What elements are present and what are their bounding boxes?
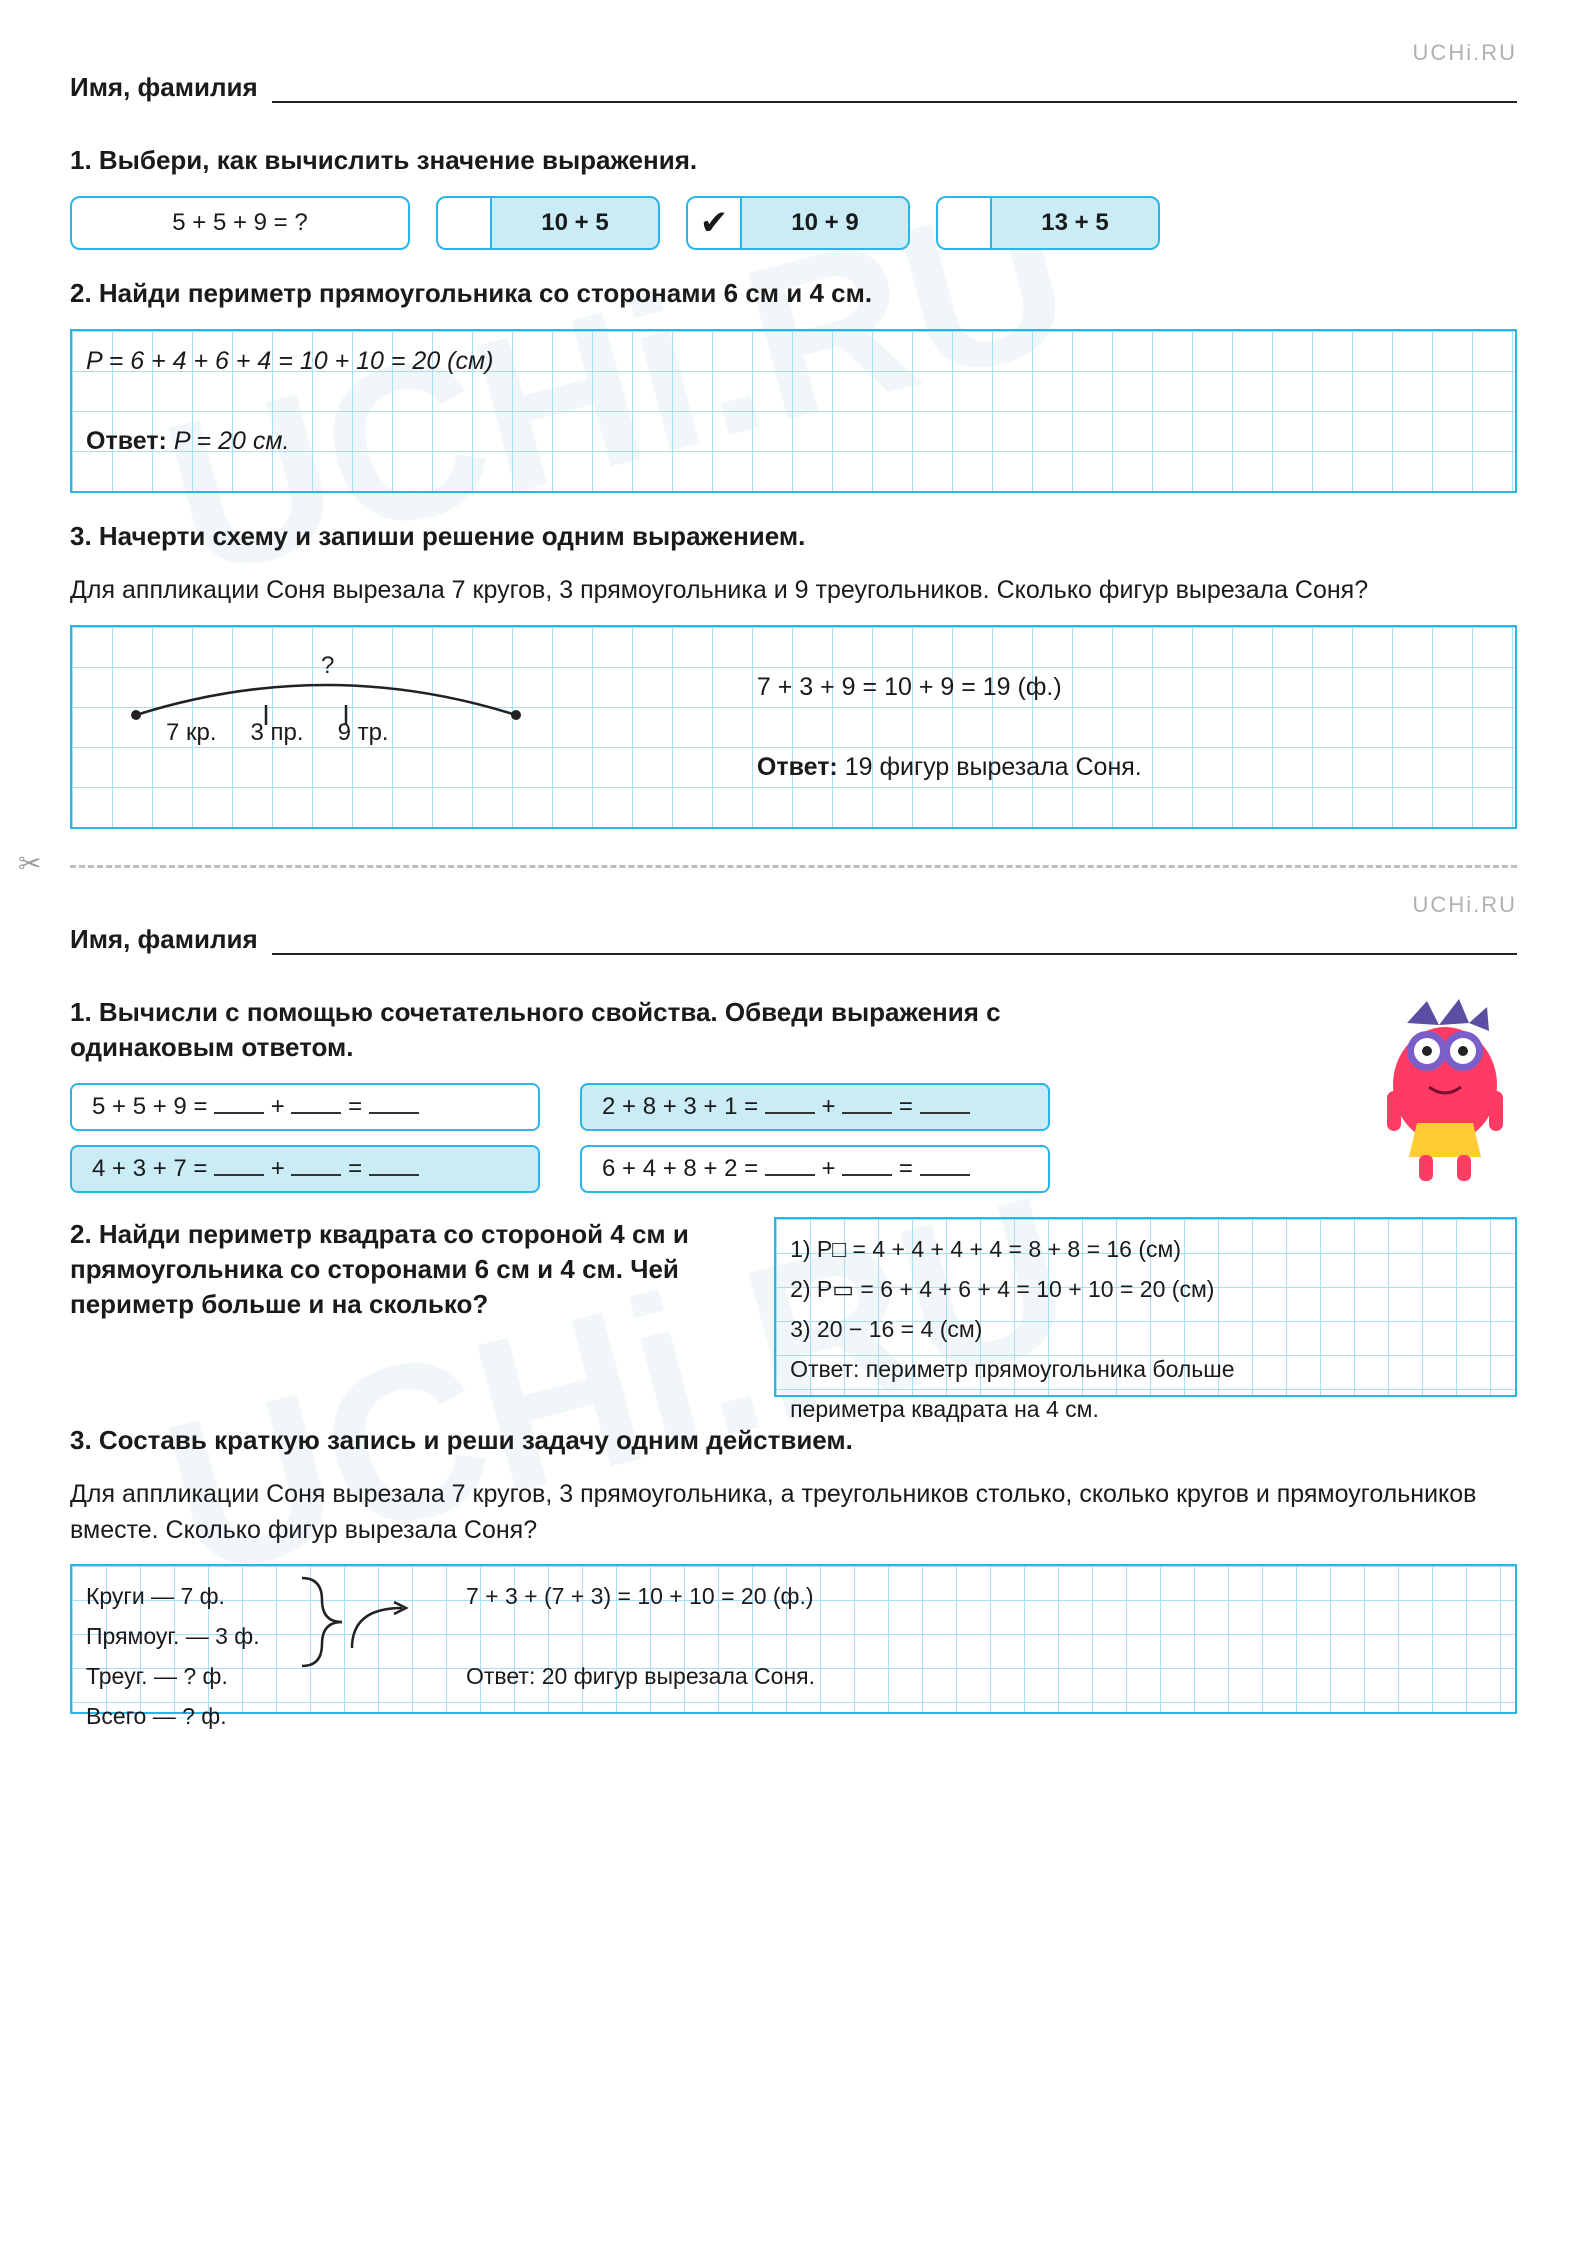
work-line: 2) P▭ = 6 + 4 + 6 + 4 = 10 + 10 = 20 (см… [790, 1269, 1501, 1309]
expression-pill[interactable]: 5 + 5 + 9 = + = [70, 1083, 540, 1131]
segment-label-3: 9 тр. [338, 713, 389, 753]
s2-task3-problem: Для аппликации Соня вырезала 7 кругов, 3… [70, 1476, 1517, 1549]
scissors-icon: ✂ [18, 847, 41, 880]
expression-pill[interactable]: 2 + 8 + 3 + 1 = + = [580, 1083, 1050, 1131]
diagram-question-mark: ? [321, 652, 334, 679]
task3-grid[interactable]: ? 7 кр. 3 пр. 9 тр. 7 + 3 + 9 = 10 + 9 =… [70, 625, 1517, 829]
task1-option-2[interactable]: ✔ 10 + 9 [686, 196, 910, 250]
name-underline[interactable] [272, 81, 1517, 103]
brand-logo-text: UCHi.RU [70, 40, 1517, 66]
task1-title: 1. Выбери, как вычислить значение выраже… [70, 143, 1517, 178]
segment-label-1: 7 кр. [166, 713, 217, 753]
s2-task2-grid[interactable]: 1) P□ = 4 + 4 + 4 + 4 = 8 + 8 = 16 (см) … [774, 1217, 1517, 1397]
option-label: 10 + 9 [740, 196, 910, 250]
s2-task1-row1: 5 + 5 + 9 = + = 2 + 8 + 3 + 1 = + = [70, 1083, 1517, 1131]
task3-title: 3. Начерти схему и запиши решение одним … [70, 519, 1517, 554]
task2-work-line: P = 6 + 4 + 6 + 4 = 10 + 10 = 20 (см) [86, 341, 1501, 381]
task3-answer: Ответ: 19 фигур вырезала Соня. [757, 747, 1501, 787]
task1-expression-box: 5 + 5 + 9 = ? [70, 196, 410, 250]
task3-solution-cell: 7 + 3 + 9 = 10 + 9 = 19 (ф.) Ответ: 19 ф… [757, 637, 1501, 787]
expression-pill[interactable]: 4 + 3 + 7 = + = [70, 1145, 540, 1193]
brand-logo-text: UCHi.RU [70, 892, 1517, 918]
task1-options-row: 5 + 5 + 9 = ? 10 + 5 ✔ 10 + 9 13 + 5 [70, 196, 1517, 250]
s2-task2-title: 2. Найди периметр квадрата со стороной 4… [70, 1217, 750, 1322]
answer-line: периметра квадрата на 4 см. [790, 1389, 1501, 1429]
s2-task3-grid[interactable]: Круги — 7 ф. Прямоуг. — 3 ф. Треуг. — ? … [70, 1564, 1517, 1714]
task1-option-1[interactable]: 10 + 5 [436, 196, 660, 250]
task2-answer-line: Ответ: P = 20 см. [86, 421, 1501, 461]
s2-task1-row2: 4 + 3 + 7 = + = 6 + 4 + 8 + 2 = + = [70, 1145, 1517, 1193]
name-field-row: Имя, фамилия [70, 72, 1517, 103]
name-label: Имя, фамилия [70, 924, 258, 955]
option-label: 10 + 5 [490, 196, 660, 250]
task3-solution: 7 + 3 + 9 = 10 + 9 = 19 (ф.) [757, 667, 1501, 707]
s2-task1-title: 1. Вычисли с помощью сочетательного свой… [70, 995, 1120, 1065]
expression-pill[interactable]: 6 + 4 + 8 + 2 = + = [580, 1145, 1050, 1193]
checkbox-checked[interactable]: ✔ [686, 196, 740, 250]
cut-line [70, 865, 1517, 868]
task2-grid[interactable]: P = 6 + 4 + 6 + 4 = 10 + 10 = 20 (см) От… [70, 329, 1517, 493]
checkbox[interactable] [936, 196, 990, 250]
answer-line: Ответ: периметр прямоугольника больше [790, 1349, 1501, 1389]
solution-line: 7 + 3 + (7 + 3) = 10 + 10 = 20 (ф.) [466, 1576, 1501, 1616]
answer-line: Ответ: 20 фигур вырезала Соня. [466, 1656, 1501, 1696]
name-underline[interactable] [272, 933, 1517, 955]
option-label: 13 + 5 [990, 196, 1160, 250]
name-label: Имя, фамилия [70, 72, 258, 103]
name-field-row: Имя, фамилия [70, 924, 1517, 955]
segment-label-2: 3 пр. [251, 713, 304, 753]
checkbox[interactable] [436, 196, 490, 250]
brief-line: Всего — ? ф. [86, 1696, 386, 1736]
task1-option-3[interactable]: 13 + 5 [936, 196, 1160, 250]
arrow-icon [342, 1600, 422, 1660]
task3-problem: Для аппликации Соня вырезала 7 кругов, 3… [70, 572, 1517, 608]
mascot-icon [1367, 995, 1517, 1195]
work-line: 1) P□ = 4 + 4 + 4 + 4 = 8 + 8 = 16 (см) [790, 1229, 1501, 1269]
work-line: 3) 20 − 16 = 4 (см) [790, 1309, 1501, 1349]
task3-diagram: ? 7 кр. 3 пр. 9 тр. [86, 637, 737, 787]
task2-title: 2. Найди периметр прямоугольника со стор… [70, 276, 1517, 311]
check-icon: ✔ [700, 203, 729, 243]
